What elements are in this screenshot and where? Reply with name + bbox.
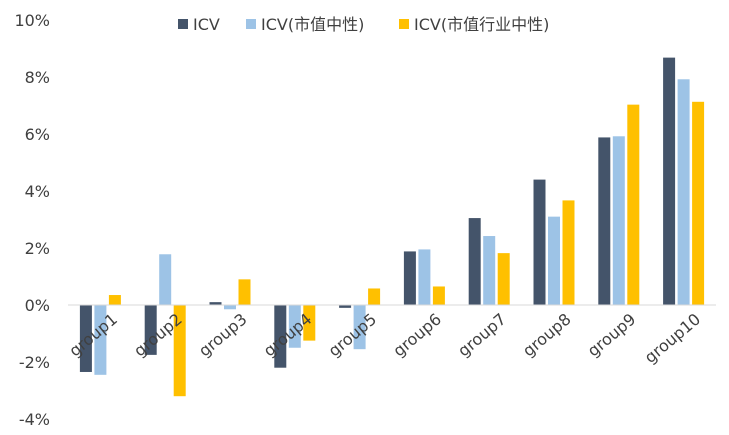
legend-label-1: ICV [193,15,220,34]
bar-group6-series-2 [418,249,431,305]
y-tick-label: 6% [25,125,50,144]
y-tick-label: -2% [19,353,50,372]
x-tick-label-group1: group1 [65,310,121,361]
bar-group10-series-1 [663,57,676,306]
y-axis: -4% -2% 0% 2% 4% 6% 8% 10% [14,11,50,429]
bar-group2-series-2 [159,254,172,305]
x-tick-label-group6: group6 [389,310,445,361]
x-tick-label-group7: group7 [454,310,510,361]
bar-group2-series-3 [173,305,186,397]
bar-group3-series-1 [209,302,222,305]
bar-group6-series-1 [403,251,416,305]
x-axis: group1 group2 group3 group4 group5 group6 grou… [65,310,704,368]
x-tick-label-group10: group10 [641,310,704,368]
legend-label-2: ICV(市值中性) [261,15,364,34]
legend-swatch-1 [178,19,188,29]
bar-group1-series-2 [94,305,107,375]
x-tick-label-group3: group3 [195,310,251,361]
bar-group5-series-2 [353,305,366,350]
x-tick-label-group8: group8 [519,310,575,361]
bars [79,57,705,397]
legend: ICV ICV(市值中性) ICV(市值行业中性) [178,15,549,34]
bar-group2-series-1 [144,305,157,355]
bar-group4-series-3 [303,305,316,341]
bar-group6-series-3 [432,286,445,305]
bar-group5-series-3 [368,288,381,305]
y-tick-label: 10% [14,11,50,30]
bar-group9-series-3 [627,104,640,306]
legend-swatch-2 [246,19,256,29]
bar-group10-series-3 [692,101,705,305]
bar-group3-series-3 [238,279,251,305]
bar-group1-series-1 [79,305,92,372]
bar-group9-series-1 [598,137,611,305]
x-tick-label-group5: group5 [325,310,381,361]
bar-group10-series-2 [677,79,690,305]
legend-swatch-3 [399,19,409,29]
bar-group8-series-3 [562,200,575,305]
bar-group3-series-2 [224,305,236,310]
y-tick-label: 4% [25,182,50,201]
y-tick-label: 8% [25,68,50,87]
bar-group7-series-1 [468,218,481,305]
bar-group9-series-2 [612,136,625,305]
y-tick-label: 0% [25,296,50,315]
bar-group8-series-2 [548,216,560,305]
y-tick-label: 2% [25,239,50,258]
legend-label-3: ICV(市值行业中性) [414,15,549,34]
x-tick-label-group9: group9 [584,310,640,361]
y-tick-label: -4% [19,410,50,429]
bar-group1-series-3 [108,295,121,305]
bar-group4-series-2 [288,305,301,348]
bar-group7-series-3 [497,253,510,305]
bar-group7-series-2 [483,236,496,305]
bar-group4-series-1 [274,305,287,368]
bar-group5-series-1 [339,305,352,308]
bar-group8-series-1 [533,179,546,305]
